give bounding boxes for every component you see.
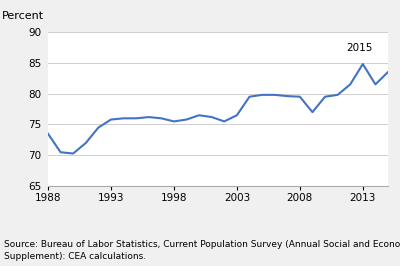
Text: 2015: 2015 (346, 43, 373, 53)
Text: Percent: Percent (2, 11, 44, 21)
Text: Source: Bureau of Labor Statistics, Current Population Survey (Annual Social and: Source: Bureau of Labor Statistics, Curr… (4, 240, 400, 261)
